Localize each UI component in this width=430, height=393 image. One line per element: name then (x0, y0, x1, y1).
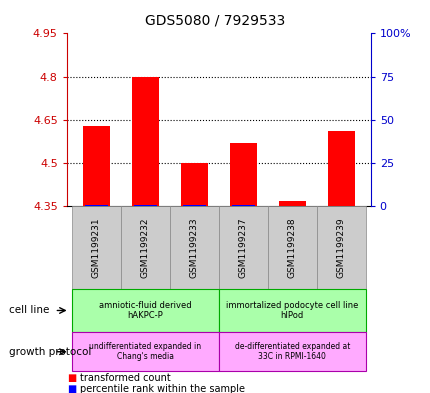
Bar (182, 205, 205, 206)
Text: GSM1199238: GSM1199238 (287, 217, 296, 278)
Text: cell line: cell line (9, 305, 49, 316)
Text: de-differentiated expanded at
33C in RPMI-1640: de-differentiated expanded at 33C in RPM… (234, 342, 349, 362)
Bar (229, 143, 256, 206)
Text: percentile rank within the sample: percentile rank within the sample (80, 384, 244, 393)
Text: amniotic-fluid derived
hAKPC-P: amniotic-fluid derived hAKPC-P (98, 301, 191, 320)
Text: undifferentiated expanded in
Chang's media: undifferentiated expanded in Chang's med… (89, 342, 201, 362)
Text: GSM1199231: GSM1199231 (92, 217, 101, 278)
Text: GSM1199237: GSM1199237 (238, 217, 247, 278)
Text: GDS5080 / 7929533: GDS5080 / 7929533 (145, 14, 285, 28)
Bar (231, 205, 254, 206)
Text: GSM1199239: GSM1199239 (336, 217, 345, 278)
Bar (83, 126, 109, 206)
Text: GSM1199233: GSM1199233 (189, 217, 198, 278)
Bar (278, 200, 305, 206)
Text: transformed count: transformed count (80, 373, 170, 383)
Text: immortalized podocyte cell line
hIPod: immortalized podocyte cell line hIPod (225, 301, 358, 320)
Text: ■: ■ (67, 384, 76, 393)
Bar (327, 131, 354, 206)
Text: ■: ■ (67, 373, 76, 383)
Bar (132, 77, 158, 206)
Bar (180, 163, 207, 206)
Text: growth protocol: growth protocol (9, 347, 91, 357)
Text: GSM1199232: GSM1199232 (140, 217, 149, 278)
